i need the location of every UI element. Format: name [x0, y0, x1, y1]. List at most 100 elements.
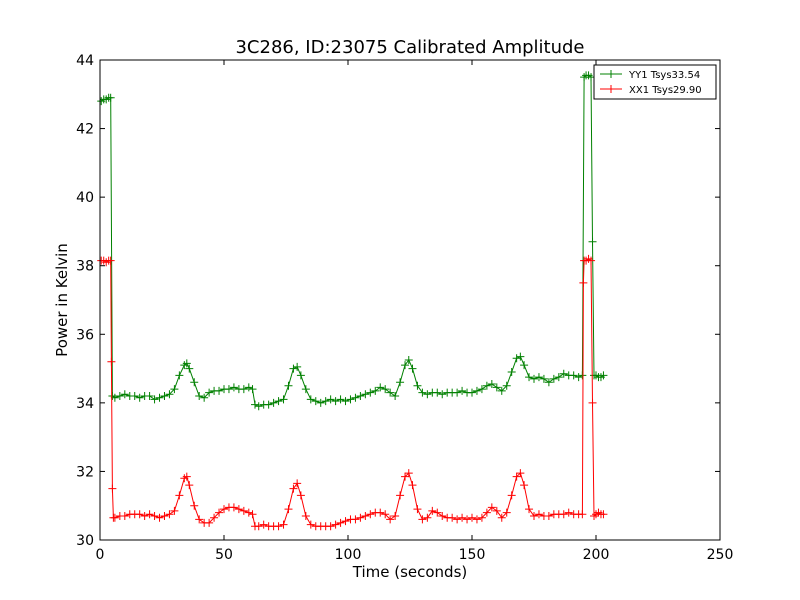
- plot-area: [100, 60, 720, 540]
- data-point: [468, 388, 476, 397]
- axis-ticks: 0 50 100 150 200 250 30 32 34 36 38 40 42 44: [76, 53, 733, 563]
- data-point: [492, 506, 501, 515]
- data-point: [588, 237, 597, 246]
- data-point: [408, 364, 417, 373]
- data-point: [336, 395, 345, 404]
- data-point: [205, 518, 214, 527]
- data-point: [590, 512, 599, 520]
- data-point: [418, 515, 427, 524]
- legend-label: YY1 Tsys33.54: [628, 70, 700, 81]
- data-point: [401, 472, 410, 481]
- data-point: [356, 513, 365, 522]
- x-tick-label: 250: [707, 547, 734, 563]
- data-point: [482, 381, 491, 390]
- x-tick-label: 50: [215, 547, 233, 563]
- data-point: [341, 397, 350, 406]
- data-point: [404, 356, 413, 364]
- plot-background: [100, 60, 720, 540]
- data-point: [145, 510, 154, 519]
- data-point: [165, 510, 174, 519]
- data-point: [520, 481, 529, 490]
- data-point: [269, 398, 278, 407]
- data-point: [386, 388, 395, 397]
- data-point: [559, 510, 568, 519]
- data-point: [574, 373, 583, 382]
- data-point: [135, 393, 144, 402]
- data-point: [190, 378, 199, 387]
- data-point: [381, 385, 390, 394]
- y-tick-label: 42: [76, 122, 94, 138]
- legend-box: [593, 64, 717, 100]
- data-point: [311, 397, 320, 406]
- data-point: [110, 513, 119, 522]
- x-tick-label: 150: [459, 547, 486, 563]
- data-point: [472, 386, 481, 395]
- data-point: [497, 386, 506, 395]
- x-axis-label: Time (seconds): [352, 563, 468, 581]
- data-point: [487, 503, 496, 512]
- data-point: [502, 508, 511, 517]
- chart-title: 3C286, ID:23075 Calibrated Amplitude: [235, 37, 584, 58]
- data-point: [578, 371, 587, 380]
- data-point: [289, 484, 298, 493]
- data-point: [569, 371, 578, 380]
- data-point: [433, 508, 442, 517]
- data-point: [351, 515, 360, 524]
- data-point: [326, 522, 335, 531]
- data-point: [150, 512, 159, 520]
- data-point: [453, 388, 462, 397]
- data-point: [279, 395, 288, 404]
- data-point: [306, 395, 315, 404]
- data-point: [396, 378, 405, 387]
- data-point: [391, 512, 400, 520]
- data-point: [107, 357, 116, 366]
- data-point: [408, 481, 417, 490]
- data-point: [351, 393, 360, 402]
- y-axis-label: Power in Kelvin: [53, 243, 71, 357]
- data-point: [381, 510, 390, 519]
- data-point: [588, 398, 597, 407]
- data-point: [448, 513, 457, 522]
- x-tick-label: 100: [335, 547, 362, 563]
- data-point: [331, 520, 340, 529]
- data-point: [549, 374, 558, 383]
- data-point: [306, 520, 315, 529]
- plot-frame: [99, 59, 721, 541]
- data-point: [404, 469, 413, 478]
- data-point: [215, 386, 224, 395]
- data-point: [520, 361, 529, 370]
- y-tick-label: 40: [76, 190, 94, 206]
- data-point: [160, 392, 169, 400]
- data-point: [401, 361, 410, 370]
- data-point: [544, 378, 553, 387]
- data-point: [239, 385, 248, 394]
- data-point: [170, 385, 179, 394]
- data-point: [264, 400, 273, 409]
- data-point: [140, 512, 149, 520]
- data-point: [244, 383, 253, 392]
- data-point: [391, 392, 400, 400]
- data-point: [507, 491, 516, 500]
- data-point: [356, 392, 365, 400]
- series-xx1: [97, 254, 608, 531]
- data-point: [224, 385, 233, 394]
- data-point: [284, 505, 293, 514]
- data-point: [120, 390, 129, 399]
- data-point: [274, 522, 283, 531]
- data-point: [438, 512, 447, 520]
- data-point: [195, 515, 204, 524]
- data-point: [346, 395, 355, 404]
- data-point: [175, 371, 184, 380]
- legend-entry: YY1 Tsys33.54: [600, 70, 700, 81]
- data-point: [284, 381, 293, 390]
- data-point: [110, 393, 119, 402]
- data-point: [366, 388, 375, 397]
- data-point: [170, 506, 179, 515]
- data-point: [386, 515, 395, 524]
- data-point: [254, 402, 263, 411]
- y-tick-label: 30: [76, 533, 94, 549]
- data-point: [477, 385, 486, 394]
- data-point: [539, 374, 548, 383]
- data-point: [190, 501, 199, 510]
